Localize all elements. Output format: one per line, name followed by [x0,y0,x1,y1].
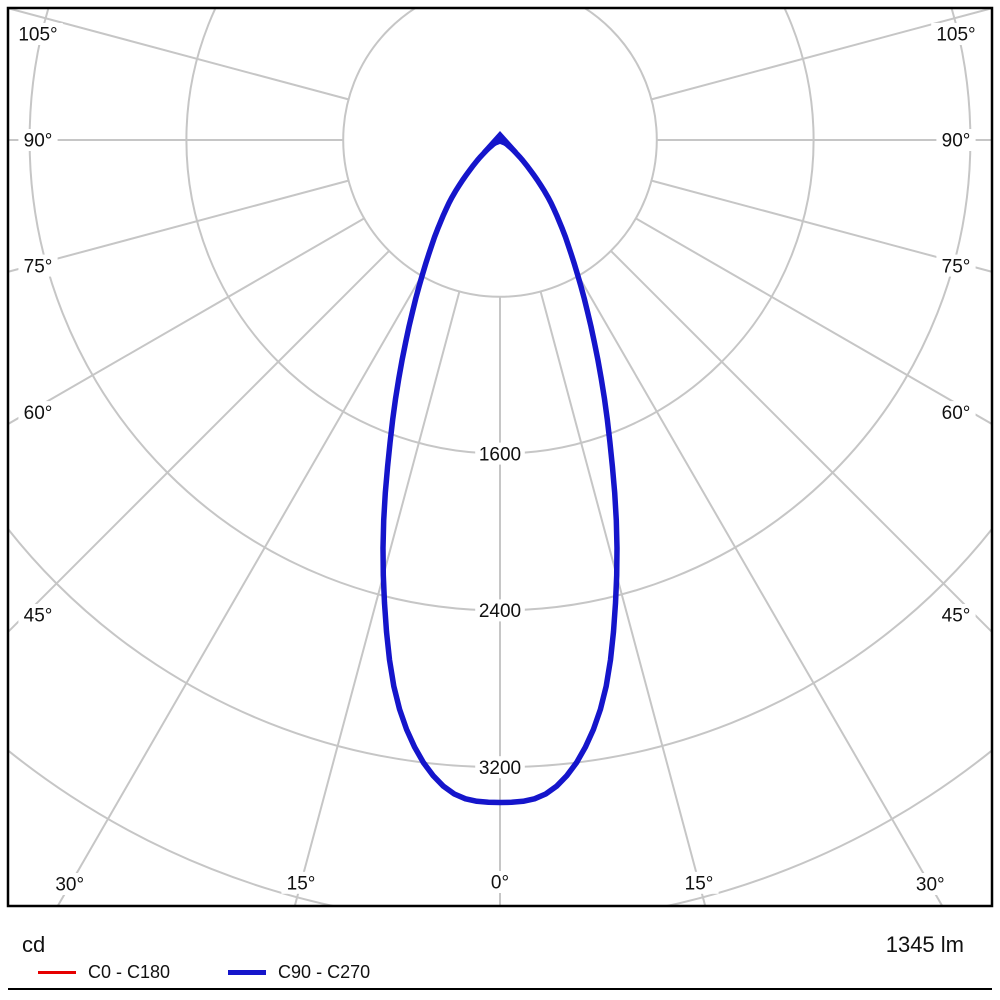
luminous-flux-label: 1345 lm [885,932,964,957]
legend-label-c0-c180: C0 - C180 [88,962,171,982]
curve-origin-arrow-icon [482,131,518,151]
c90-c270-line-sample [228,970,267,975]
chart-frame [6,6,994,908]
angle-tick-label: 15° [287,873,316,894]
angle-tick-label: 0° [491,873,509,894]
bottom-divider [8,988,992,990]
angle-tick-label: 60° [942,403,971,424]
c0-c180-line-sample [38,971,76,974]
angle-tick-label: 45° [942,606,971,627]
ring-value-label: 3200 [479,758,521,779]
legend: C0 - C180 C90 - C270 [38,962,428,983]
angle-tick-label: 60° [24,403,53,424]
angle-tick-label: 75° [942,256,971,277]
polar-chart-svg: 0° 15° 15° 30° 30° 45° 45° 60° 60° 75° 75° 90° 90° 10… [6,6,994,908]
ring-value-label: 2400 [479,601,521,622]
intensity-curve [380,137,620,806]
angle-tick-label: 15° [685,873,714,894]
angle-tick-label: 75° [24,256,53,277]
angle-tick-label: 30° [55,875,84,896]
angle-tick-label: 105° [18,25,57,46]
angle-tick-label: 105° [936,25,975,46]
angle-tick-label: 30° [916,875,945,896]
legend-item-c0-c180: C0 - C180 [38,962,170,983]
legend-item-c90-c270: C90 - C270 [228,962,370,983]
legend-label-c90-c270: C90 - C270 [278,962,371,982]
angle-tick-label: 45° [24,606,53,627]
ring-value-label: 1600 [479,444,521,465]
angle-tick-label: 90° [942,131,971,152]
unit-label: cd [22,932,46,957]
angle-tick-label: 90° [24,131,53,152]
